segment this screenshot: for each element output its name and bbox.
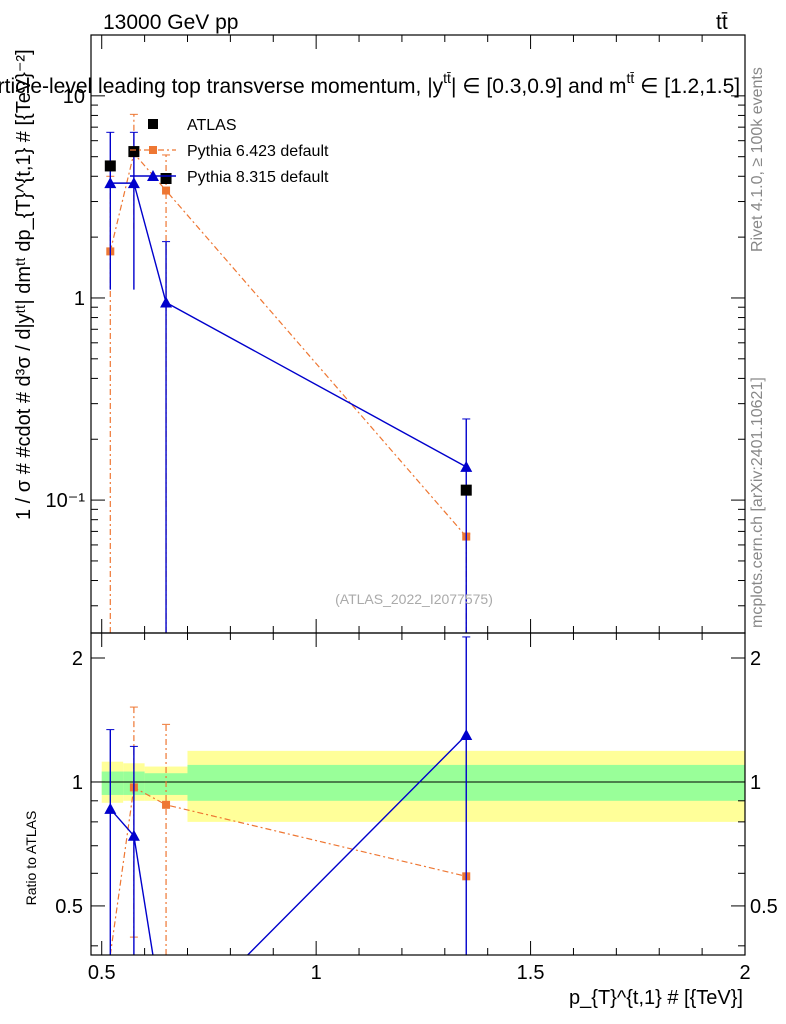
y-tick-label-main: 10⁻¹ bbox=[46, 490, 86, 512]
legend-label-atlas: ATLAS bbox=[187, 117, 237, 134]
pythia8-point bbox=[127, 177, 140, 189]
y-axis-label-ratio: Ratio to ATLAS bbox=[23, 811, 39, 906]
pythia6-ratio-line bbox=[109, 786, 467, 955]
analysis-watermark: (ATLAS_2022_I2077575) bbox=[335, 591, 493, 607]
title-part-3: ∈ [1.2,1.5] bbox=[634, 75, 740, 98]
ratio-stat-band bbox=[101, 771, 124, 795]
title-sup-1: tt̄ bbox=[443, 70, 451, 86]
pythia6-line bbox=[109, 151, 467, 537]
ratio-series bbox=[91, 636, 745, 955]
pythia8-line bbox=[110, 182, 467, 468]
pythia6-point bbox=[162, 186, 171, 195]
y-tick-label-ratio: 1 bbox=[72, 772, 83, 794]
y-tick-label-ratio: 0.5 bbox=[55, 896, 83, 918]
atlas-point bbox=[104, 160, 116, 172]
legend-marker-pythia6 bbox=[149, 146, 157, 154]
y-tick-label-main: 10 bbox=[63, 86, 85, 108]
title-part-2: | ∈ [0.3,0.9] and m bbox=[451, 75, 627, 98]
y-tick-label-ratio-right: 1 bbox=[750, 772, 761, 794]
y-axis-label-main: 1 / σ # #cdot # d³σ / d|yᵗᵗ| dmᵗᵗ dp_{T}… bbox=[13, 49, 35, 520]
legend-label-pythia8: Pythia 8.315 default bbox=[187, 169, 329, 186]
x-tick-label: 0.5 bbox=[88, 962, 116, 984]
legend-label-pythia6: Pythia 6.423 default bbox=[187, 143, 329, 160]
x-tick-label: 1 bbox=[311, 962, 322, 984]
pythia8-ratio-line bbox=[109, 734, 467, 955]
rivet-label: Rivet 4.1.0, ≥ 100k events bbox=[749, 67, 766, 252]
main-series bbox=[104, 113, 473, 633]
process-label: tt̄ bbox=[716, 11, 728, 34]
x-tick-label: 1.5 bbox=[517, 962, 545, 984]
pythia8-point bbox=[104, 177, 117, 189]
legend-marker-atlas bbox=[148, 119, 158, 129]
pythia8-ratio-point bbox=[104, 802, 117, 814]
legend: ATLAS Pythia 6.423 default Pythia 8.315 … bbox=[130, 117, 329, 186]
mcplots-label: mcplots.cern.ch [arXiv:2401.10621] bbox=[749, 377, 766, 628]
title-sup-2: tt̄ bbox=[626, 70, 634, 86]
atlas-point bbox=[160, 172, 172, 184]
pythia8-point bbox=[460, 460, 473, 472]
ratio-frame bbox=[90, 632, 746, 956]
atlas-point bbox=[128, 146, 140, 158]
energy-label: 13000 GeV pp bbox=[103, 11, 238, 34]
x-axis-label: p_{T}^{t,1} # [{TeV}] bbox=[569, 987, 743, 1009]
title-part-1: Particle-level leading top transverse mo… bbox=[0, 75, 444, 98]
plot-title: Particle-level leading top transverse mo… bbox=[0, 70, 740, 98]
pythia6-ratio-point bbox=[162, 800, 171, 809]
main-panel: 10⁻¹ 1 10 bbox=[46, 34, 746, 634]
pythia8-ratio-point bbox=[127, 829, 140, 841]
pythia8-point bbox=[160, 296, 173, 308]
pythia8-ratio-point bbox=[460, 729, 473, 741]
legend-marker-pythia8 bbox=[147, 170, 159, 181]
y-tick-label-ratio-right: 0.5 bbox=[750, 896, 778, 918]
ratio-panel: 0.5 0.5 1 1 2 2 0.5 1 1.5 2 bbox=[55, 632, 778, 984]
y-tick-label-main: 1 bbox=[74, 288, 85, 310]
y-tick-label-ratio: 2 bbox=[72, 648, 83, 670]
atlas-point bbox=[460, 484, 472, 496]
x-tick-label: 2 bbox=[739, 962, 750, 984]
y-tick-label-ratio-right: 2 bbox=[750, 648, 761, 670]
